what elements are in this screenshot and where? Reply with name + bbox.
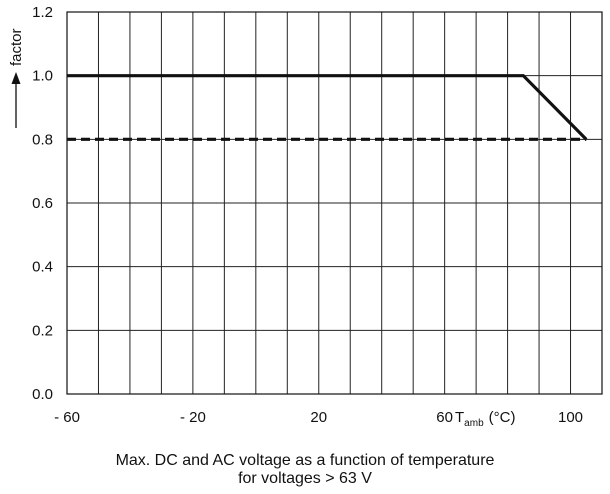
y-tick-label: 0.6 — [32, 195, 53, 212]
x-tick-label: 20 — [310, 409, 327, 426]
y-tick-label: 1.0 — [32, 68, 53, 85]
chart: - 60 - 20 20 60 100 0.0 0.2 0.4 0.6 0.8 1.0 1.2 fa… — [0, 0, 610, 440]
caption-line-2: for voltages > 63 V — [0, 470, 610, 488]
y-axis-label: factor — [8, 28, 25, 66]
y-tick-label: 0.2 — [32, 322, 53, 339]
x-tick-label: - 60 — [54, 409, 80, 426]
x-tick-label: 100 — [558, 409, 583, 426]
series-line-1-solid — [67, 76, 586, 140]
x-axis-label-unit: (°C) — [489, 409, 516, 426]
y-tick-label: 0.8 — [32, 131, 53, 148]
y-tick-label: 0.4 — [32, 259, 53, 276]
caption-line-1: Max. DC and AC voltage as a function of … — [0, 452, 610, 470]
y-tick-label: 1.2 — [32, 4, 53, 21]
chart-caption: Max. DC and AC voltage as a function of … — [0, 452, 610, 488]
y-axis-label-group: factor — [8, 28, 25, 128]
x-axis-label: Tamb (°C) — [455, 409, 515, 429]
x-tick-label: 60 — [436, 409, 453, 426]
y-tick-label: 0.0 — [32, 386, 53, 403]
series-group — [67, 76, 586, 140]
x-axis-label-subscript: amb — [464, 418, 484, 429]
x-tick-label: - 20 — [180, 409, 206, 426]
y-axis-arrowhead — [12, 72, 21, 84]
grid — [67, 12, 602, 394]
x-axis-label-symbol: T — [455, 409, 464, 426]
y-tick-labels: 0.0 0.2 0.4 0.6 0.8 1.0 1.2 — [32, 4, 53, 403]
